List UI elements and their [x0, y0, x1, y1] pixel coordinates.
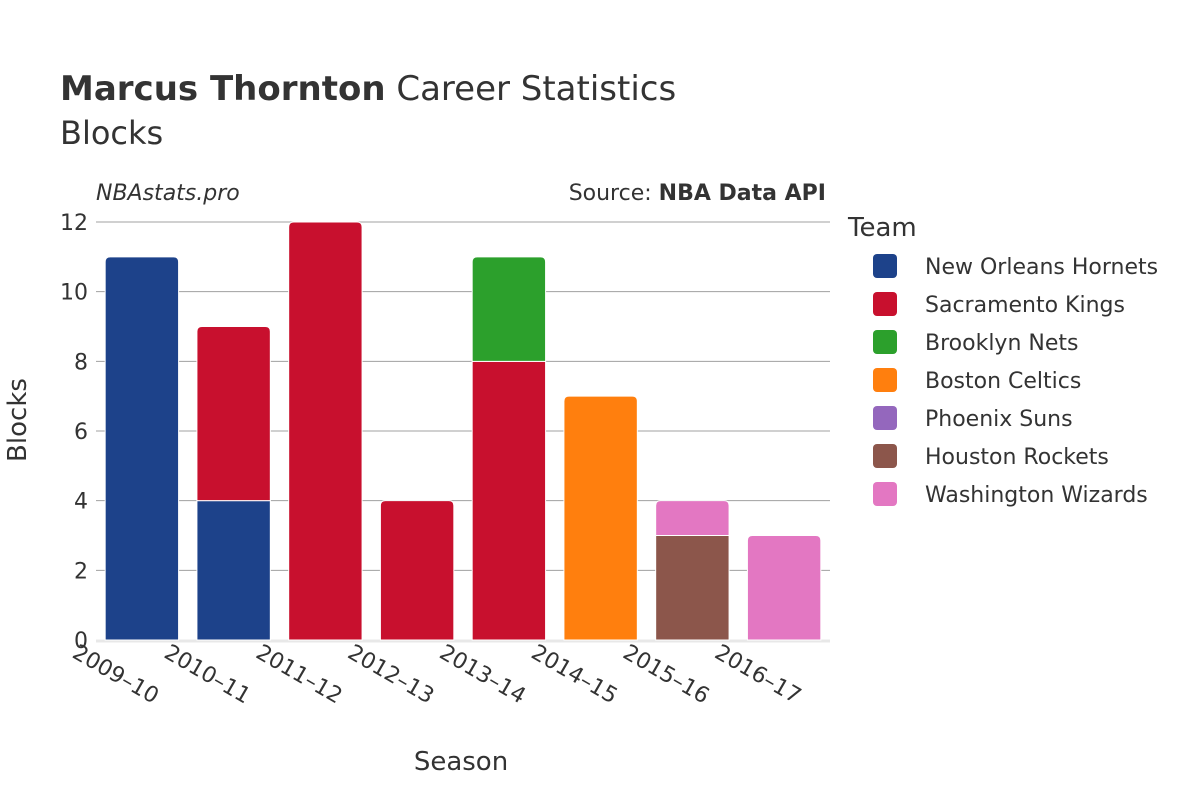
x-tick-label: 2015–16 [619, 640, 714, 709]
x-tick-label: 2014–15 [527, 640, 622, 709]
bar-boston-celtics-2014–15 [563, 395, 638, 641]
legend-item-washington-wizards[interactable]: Washington Wizards [873, 482, 1148, 508]
x-axis-title: Season [414, 747, 508, 777]
y-tick-label: 12 [60, 211, 88, 236]
y-tick-label: 8 [74, 350, 88, 375]
y-tick-label: 4 [74, 490, 88, 515]
legend-swatch [873, 330, 897, 354]
y-tick-label: 6 [74, 420, 88, 445]
bar-sacramento-kings-2011–12 [288, 221, 363, 641]
legend-label: Boston Celtics [925, 369, 1081, 394]
bar-new-orleans-hornets-2009–10 [104, 256, 180, 641]
legend-item-houston-rockets[interactable]: Houston Rockets [873, 444, 1109, 470]
x-tick-label: 2013–14 [435, 640, 530, 709]
legend-swatch [873, 292, 897, 316]
legend-label: Houston Rockets [925, 445, 1109, 470]
x-tick-label: 2010–11 [160, 640, 255, 709]
chart-title-player: Marcus Thornton [60, 69, 386, 109]
bar-sacramento-kings-2010–11 [196, 326, 271, 502]
x-tick-labels: 2009–102010–112011–122012–132013–142014–… [68, 640, 805, 709]
bar-washington-wizards-2015–16 [655, 500, 730, 536]
bar-new-orleans-hornets-2010–11 [196, 500, 271, 641]
bar-houston-rockets-2015–16 [655, 535, 730, 641]
legend-swatch [873, 444, 897, 468]
legend-label: Washington Wizards [925, 483, 1148, 508]
legend-label: Phoenix Suns [925, 407, 1073, 432]
source-credit: Source: NBA Data API [569, 181, 826, 206]
y-tick-label: 10 [60, 281, 88, 306]
legend-item-brooklyn-nets[interactable]: Brooklyn Nets [873, 330, 1078, 356]
y-tick-labels: 0 2 4 6 8 10 12 [60, 211, 88, 654]
x-tick-label: 2012–13 [343, 640, 438, 709]
x-tick-label: 2011–12 [252, 640, 347, 709]
x-tick-label: 2009–10 [68, 640, 163, 709]
legend-swatch [873, 482, 897, 506]
y-tick-label: 2 [74, 559, 88, 584]
watermark: NBAstats.pro [96, 181, 240, 206]
legend-swatch [873, 368, 897, 392]
legend-item-sacramento-kings[interactable]: Sacramento Kings [873, 292, 1125, 318]
bar-sacramento-kings-2013–14 [471, 360, 547, 641]
x-tick-label: 2016–17 [710, 640, 805, 709]
legend: New Orleans Hornets Sacramento Kings Brook… [873, 254, 1158, 508]
legend-label: Sacramento Kings [925, 293, 1125, 318]
legend-title: Team [847, 213, 917, 243]
y-tick-label: 0 [74, 629, 88, 654]
bar-brooklyn-nets-2013–14 [471, 256, 547, 362]
legend-label: Brooklyn Nets [925, 331, 1078, 356]
chart-subtitle: Blocks [60, 114, 163, 152]
legend-label: New Orleans Hornets [925, 255, 1158, 280]
y-axis-title: Blocks [3, 378, 33, 462]
bar-washington-wizards-2016–17 [746, 535, 822, 641]
legend-swatch [873, 406, 897, 430]
legend-item-new-orleans-hornets[interactable]: New Orleans Hornets [873, 254, 1158, 280]
legend-item-phoenix-suns[interactable]: Phoenix Suns [873, 406, 1073, 432]
chart-title-rest: Career Statistics [386, 69, 677, 109]
bar-sacramento-kings-2012–13 [379, 500, 455, 641]
legend-swatch [873, 254, 897, 278]
legend-item-boston-celtics[interactable]: Boston Celtics [873, 368, 1081, 394]
chart-title: Marcus Thornton Career Statistics [60, 69, 676, 109]
source-label: Source: [569, 181, 659, 206]
source-name: NBA Data API [659, 181, 826, 206]
bars [104, 221, 822, 641]
